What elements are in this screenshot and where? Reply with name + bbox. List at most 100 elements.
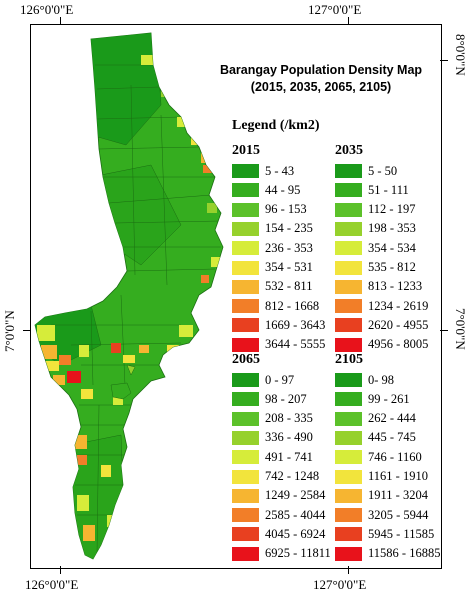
legend-label: 6925 - 11811 [265,546,331,561]
legend-item: 112 - 197 [335,202,415,218]
choropleth-map [34,32,224,560]
legend-item: 1669 - 3643 [232,317,325,333]
legend-swatch [232,260,259,275]
tick-top-right [348,17,349,25]
legend-label: 0- 98 [368,372,395,387]
legend-item: 812 - 1668 [232,298,319,314]
tick-right-mid [440,330,448,331]
legend-item: 5 - 43 [232,163,294,179]
legend-swatch [335,392,362,407]
legend-swatch [335,279,362,294]
coord-right-mid: 7°0'0"N [453,308,468,350]
legend-label: 491 - 741 [265,449,313,464]
legend-label: 532 - 811 [265,279,313,294]
tick-bottom-right [348,566,349,574]
legend-label: 746 - 1160 [368,449,422,464]
legend-label: 2585 - 4044 [265,507,326,522]
legend-swatch [232,318,259,333]
coord-bottom-left: 126°0'0"E [25,577,79,592]
legend-swatch [335,260,362,275]
legend-item: 2620 - 4955 [335,317,428,333]
coord-top-right: 127°0'0"E [308,2,362,17]
legend-item: 3205 - 5944 [335,507,428,523]
legend-swatch [232,411,259,426]
island-small [126,364,136,376]
legend-swatch [335,488,362,503]
coord-right-top: 8°0'0"N [453,34,468,76]
legend-item: 96 - 153 [232,202,307,218]
legend-swatch [232,241,259,256]
legend-item: 535 - 812 [335,260,416,276]
legend-label: 3205 - 5944 [368,507,429,522]
legend-swatch [232,450,259,465]
legend-label: 445 - 745 [368,430,416,445]
map-title-line1: Barangay Population Density Map [219,63,423,77]
legend-label: 742 - 1248 [265,469,320,483]
legend-label: 2620 - 4955 [368,317,429,332]
legend-label: 5945 - 11585 [368,526,435,541]
legend-swatch [335,469,362,484]
legend-swatch [232,337,259,352]
legend-swatch [335,430,362,445]
legend-label: 5 - 50 [368,163,398,178]
legend-label: 198 - 353 [368,221,416,236]
legend-item: 4956 - 8005 [335,337,428,353]
legend-label: 813 - 1233 [368,279,423,294]
legend-swatch [232,488,259,503]
legend-item: 198 - 353 [335,221,416,237]
legend-item: 1911 - 3204 [335,488,428,504]
legend-item: 336 - 490 [232,430,313,446]
map-title-line2: (2015, 2035, 2065, 2105) [250,80,392,94]
legend-swatch [335,221,362,236]
legend-item: 4045 - 6924 [232,526,325,542]
legend-label: 4956 - 8005 [368,337,429,352]
legend-swatch [232,546,259,561]
legend-label: 51 - 111 [368,182,409,197]
legend-label: 5 - 43 [265,163,295,178]
legend-swatch [232,508,259,523]
legend-year-1: 2035 [335,143,363,158]
legend-swatch [232,392,259,407]
legend-label: 236 - 353 [265,240,313,255]
legend-label: 1249 - 2584 [265,488,326,503]
legend-title: Legend (/km2) [232,118,320,133]
legend-item: 262 - 444 [335,411,416,427]
legend-item: 5 - 50 [335,163,397,179]
legend-swatch [335,373,362,387]
legend-swatch [335,299,362,314]
legend-item: 813 - 1233 [335,279,422,295]
legend-year-3: 2105 [335,352,363,367]
coord-left: 7°0'0"N [2,310,17,352]
tick-right-top [440,60,448,61]
map-title: Barangay Population Density Map (2015, 2… [206,62,436,96]
legend-swatch [232,202,259,217]
legend-swatch [335,241,362,256]
legend-label: 3644 - 5555 [265,337,326,352]
legend-swatch [232,221,259,236]
legend-label: 354 - 534 [368,240,416,255]
legend-item: 445 - 745 [335,430,416,446]
legend-label: 99 - 261 [368,391,410,406]
legend-item: 1249 - 2584 [232,488,325,504]
legend-label: 1161 - 1910 [368,469,428,483]
legend-swatch [232,164,259,178]
legend-item: 236 - 353 [232,240,313,256]
legend-item: 99 - 261 [335,391,410,407]
legend-item: 5945 - 11585 [335,526,434,542]
legend-item: 154 - 235 [232,221,313,237]
legend-item: 491 - 741 [232,449,313,465]
legend-item: 0 - 97 [232,372,294,388]
legend-item: 98 - 207 [232,391,307,407]
legend-label: 154 - 235 [265,221,313,236]
legend-swatch [335,337,362,352]
legend-swatch [335,164,362,178]
legend-year-2: 2065 [232,352,260,367]
legend-label: 354 - 531 [265,260,313,274]
legend-label: 4045 - 6924 [265,526,326,541]
legend-label: 1911 - 3204 [368,488,428,503]
legend-swatch [232,527,259,542]
legend-label: 44 - 95 [265,182,301,197]
legend-label: 112 - 197 [368,202,416,217]
legend-item: 44 - 95 [232,182,300,198]
legend-item: 51 - 111 [335,182,409,198]
